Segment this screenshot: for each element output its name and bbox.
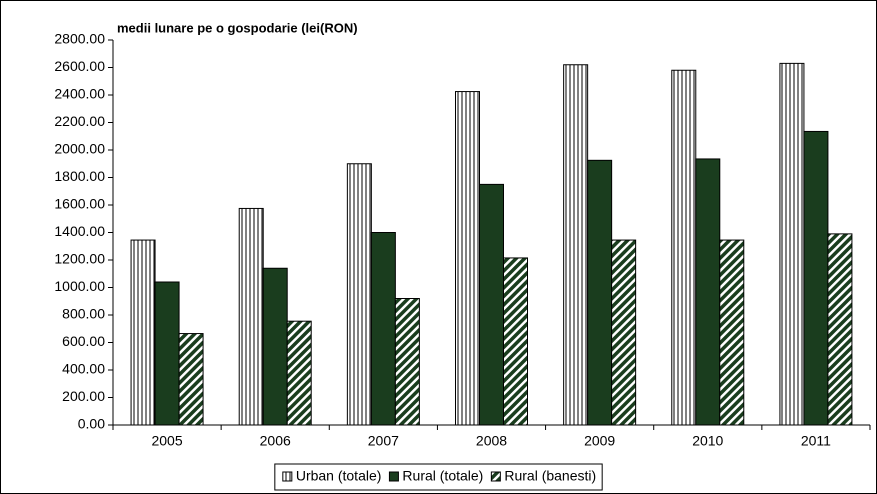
y-tick-label: 2000.00 xyxy=(54,141,105,157)
bar xyxy=(346,163,372,426)
bar xyxy=(671,69,697,426)
bar xyxy=(455,91,480,426)
y-tick-label: 1000.00 xyxy=(54,278,105,294)
legend-label: Rural (banesti) xyxy=(504,468,596,484)
y-tick-label: 2400.00 xyxy=(54,86,105,102)
legend-box xyxy=(274,463,603,491)
bar xyxy=(611,239,637,426)
legend-label: Rural (totale) xyxy=(402,468,483,484)
bar xyxy=(803,130,829,426)
y-tick-label: 0.00 xyxy=(78,416,105,432)
y-tick-label: 2600.00 xyxy=(54,58,105,74)
bar xyxy=(262,267,288,426)
y-tick-label: 1600.00 xyxy=(54,196,105,212)
bar xyxy=(587,159,613,426)
y-tick-label: 1200.00 xyxy=(54,251,105,267)
legend: Urban (totale) Rural (totale) Rural (banes… xyxy=(274,463,603,491)
x-tick-label: 2009 xyxy=(584,433,615,449)
x-tick-label: 2011 xyxy=(801,433,831,449)
bar xyxy=(563,64,589,426)
y-tick-label: 800.00 xyxy=(62,306,105,322)
bar xyxy=(238,207,264,426)
x-tick-label: 2008 xyxy=(476,433,507,449)
bar xyxy=(178,333,204,426)
bar xyxy=(503,257,528,426)
legend-swatch xyxy=(388,471,399,482)
chart-title: medii lunare pe o gospodarie (lei(RON) xyxy=(117,20,358,35)
y-tick-label: 2800.00 xyxy=(54,31,105,47)
bar xyxy=(286,320,312,426)
legend-label: Urban (totale) xyxy=(296,468,382,484)
bar xyxy=(130,239,156,426)
y-tick-label: 1400.00 xyxy=(54,223,105,239)
y-tick-label: 1800.00 xyxy=(54,168,105,184)
bar xyxy=(394,298,420,426)
bar xyxy=(154,281,180,426)
x-tick-label: 2005 xyxy=(151,433,182,449)
legend-swatch xyxy=(490,471,501,482)
y-tick-label: 600.00 xyxy=(62,333,105,349)
bar xyxy=(827,233,853,426)
bar xyxy=(370,232,396,426)
x-tick-label: 2007 xyxy=(368,433,399,449)
bar xyxy=(719,239,745,426)
bar xyxy=(479,183,504,426)
bar xyxy=(779,62,805,426)
bar xyxy=(695,158,721,426)
x-tick-label: 2010 xyxy=(692,433,723,449)
x-tick-label: 2006 xyxy=(260,433,291,449)
legend-swatch xyxy=(282,471,293,482)
y-tick-label: 200.00 xyxy=(62,388,105,404)
y-tick-label: 2200.00 xyxy=(54,113,105,129)
y-tick-label: 400.00 xyxy=(62,361,105,377)
